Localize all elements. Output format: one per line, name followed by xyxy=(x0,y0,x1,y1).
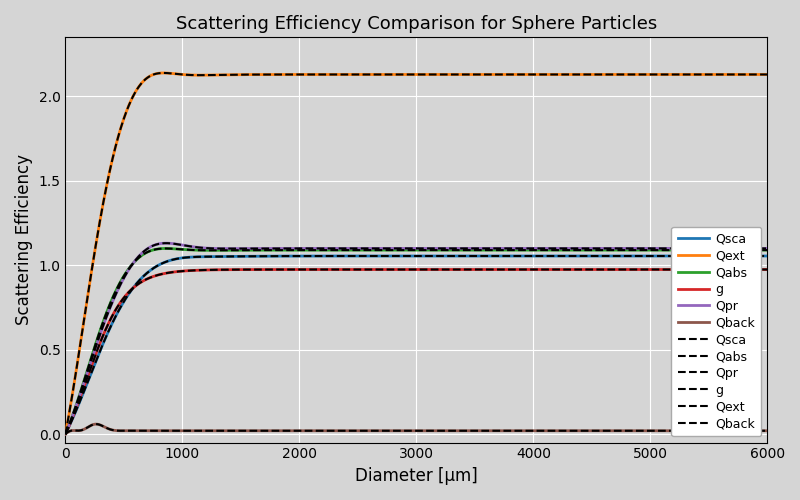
Y-axis label: Scattering Efficiency: Scattering Efficiency xyxy=(15,154,33,326)
X-axis label: Diameter [μm]: Diameter [μm] xyxy=(355,467,478,485)
Legend: Qsca, Qext, Qabs, g, Qpr, Qback, Qsca, Qabs, Qpr, g, Qext, Qback: Qsca, Qext, Qabs, g, Qpr, Qback, Qsca, Q… xyxy=(671,226,761,436)
Title: Scattering Efficiency Comparison for Sphere Particles: Scattering Efficiency Comparison for Sph… xyxy=(176,15,657,33)
